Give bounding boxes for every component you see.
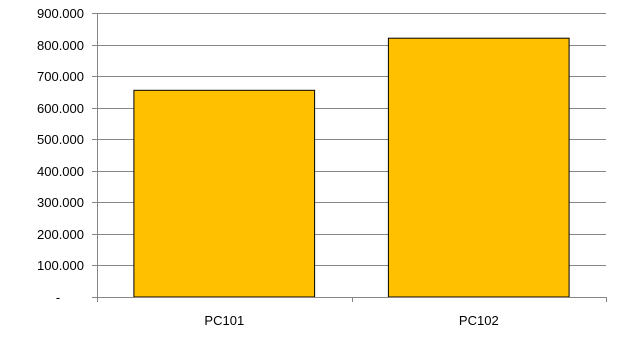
y-tick-label: 400.000: [37, 164, 84, 179]
y-tick-label: 700.000: [37, 69, 84, 84]
bars: [133, 37, 570, 298]
y-tick-label: 100.000: [37, 258, 84, 273]
x-tick-label: PC101: [204, 313, 244, 328]
axes: [92, 13, 607, 302]
y-tick-label: 900.000: [37, 6, 84, 21]
y-tick-label: -: [56, 290, 60, 305]
bar-pc101: [133, 89, 316, 298]
y-tick-label: 800.000: [37, 38, 84, 53]
x-tick-label: PC102: [459, 313, 499, 328]
y-tick-label: 200.000: [37, 227, 84, 242]
bar-pc102: [387, 37, 570, 298]
y-tick-label: 600.000: [37, 101, 84, 116]
x-axis-tick-labels: PC101 PC102: [204, 313, 498, 328]
y-tick-label: 500.000: [37, 132, 84, 147]
y-axis-tick-labels: - 100.000 200.000 300.000 400.000 500.000 600.…: [37, 6, 84, 305]
y-tick-label: 300.000: [37, 195, 84, 210]
